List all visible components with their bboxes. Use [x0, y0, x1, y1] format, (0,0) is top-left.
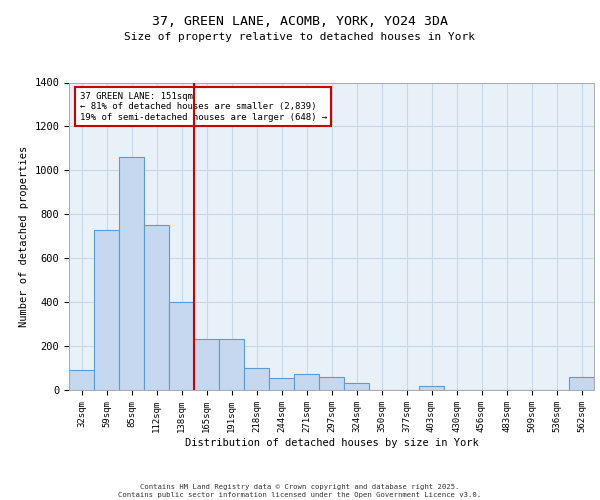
- Text: 37 GREEN LANE: 151sqm
← 81% of detached houses are smaller (2,839)
19% of semi-d: 37 GREEN LANE: 151sqm ← 81% of detached …: [79, 92, 327, 122]
- Bar: [294, 374, 319, 390]
- Bar: [169, 302, 194, 390]
- Bar: [419, 386, 444, 390]
- Bar: [319, 377, 344, 390]
- Bar: [344, 384, 369, 390]
- Bar: [94, 230, 119, 390]
- Y-axis label: Number of detached properties: Number of detached properties: [19, 146, 29, 327]
- Bar: [244, 368, 269, 390]
- Bar: [269, 378, 294, 390]
- X-axis label: Distribution of detached houses by size in York: Distribution of detached houses by size …: [185, 438, 478, 448]
- Bar: [219, 340, 244, 390]
- Bar: [69, 370, 94, 390]
- Text: Contains HM Land Registry data © Crown copyright and database right 2025.
Contai: Contains HM Land Registry data © Crown c…: [118, 484, 482, 498]
- Bar: [194, 340, 219, 390]
- Text: Size of property relative to detached houses in York: Size of property relative to detached ho…: [125, 32, 476, 42]
- Bar: [144, 226, 169, 390]
- Bar: [569, 377, 594, 390]
- Text: 37, GREEN LANE, ACOMB, YORK, YO24 3DA: 37, GREEN LANE, ACOMB, YORK, YO24 3DA: [152, 15, 448, 28]
- Bar: [119, 157, 144, 390]
